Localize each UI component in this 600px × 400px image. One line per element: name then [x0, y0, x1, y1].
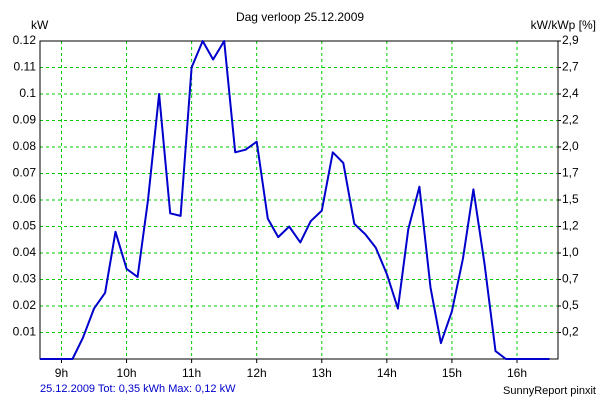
x-tick-label: 9h [55, 366, 68, 380]
y-tick-label: 0.07 [13, 166, 37, 180]
x-tick-label: 12h [247, 366, 267, 380]
y-tick-label: 0.12 [13, 33, 37, 47]
y-tick-label: 0.04 [13, 245, 37, 259]
y-axis-label: kW [31, 18, 49, 32]
x-tick-label: 13h [312, 366, 332, 380]
x-tick-label: 16h [507, 366, 527, 380]
y2-tick-label: 2,9 [562, 33, 579, 47]
y2-tick-label: 2,2 [562, 113, 579, 127]
y2-tick-label: 0,5 [562, 298, 579, 312]
y2-axis-label: kW/kWp [%] [531, 18, 596, 32]
y-tick-label: 0.05 [13, 219, 37, 233]
x-tick-label: 11h [182, 366, 201, 380]
y2-tick-label: 0,7 [562, 272, 579, 286]
y-tick-label: 0.09 [13, 113, 37, 127]
y-tick-label: 0.11 [14, 60, 37, 74]
footer-summary: 25.12.2009 Tot: 0,35 kWh Max: 0,12 kW [40, 383, 236, 395]
chart-title: Dag verloop 25.12.2009 [236, 10, 364, 24]
y2-tick-label: 0,2 [562, 325, 579, 339]
y2-tick-label: 2,7 [562, 60, 579, 74]
y-tick-label: 0.01 [13, 325, 37, 339]
y2-tick-label: 1,2 [562, 219, 579, 233]
y-tick-label: 0.06 [13, 192, 37, 206]
plot-frame [39, 40, 559, 360]
y2-tick-label: 2,0 [562, 139, 579, 153]
x-tick-label: 15h [442, 366, 462, 380]
y2-tick-label: 1,7 [562, 166, 579, 180]
data-line [40, 40, 550, 360]
y2-tick-label: 1,0 [562, 245, 579, 259]
y2-tick-label: 1,5 [562, 192, 579, 206]
x-tick-label: 10h [117, 366, 137, 380]
x-tick-label: 14h [377, 366, 397, 380]
y-tick-label: 0.02 [13, 298, 37, 312]
footer-credit: SunnyReport pinxit [503, 385, 596, 397]
y2-tick-label: 2,4 [562, 86, 579, 100]
y-tick-label: 0.08 [13, 139, 37, 153]
y-tick-label: 0.1 [19, 86, 36, 100]
y-tick-label: 0.03 [13, 272, 37, 286]
